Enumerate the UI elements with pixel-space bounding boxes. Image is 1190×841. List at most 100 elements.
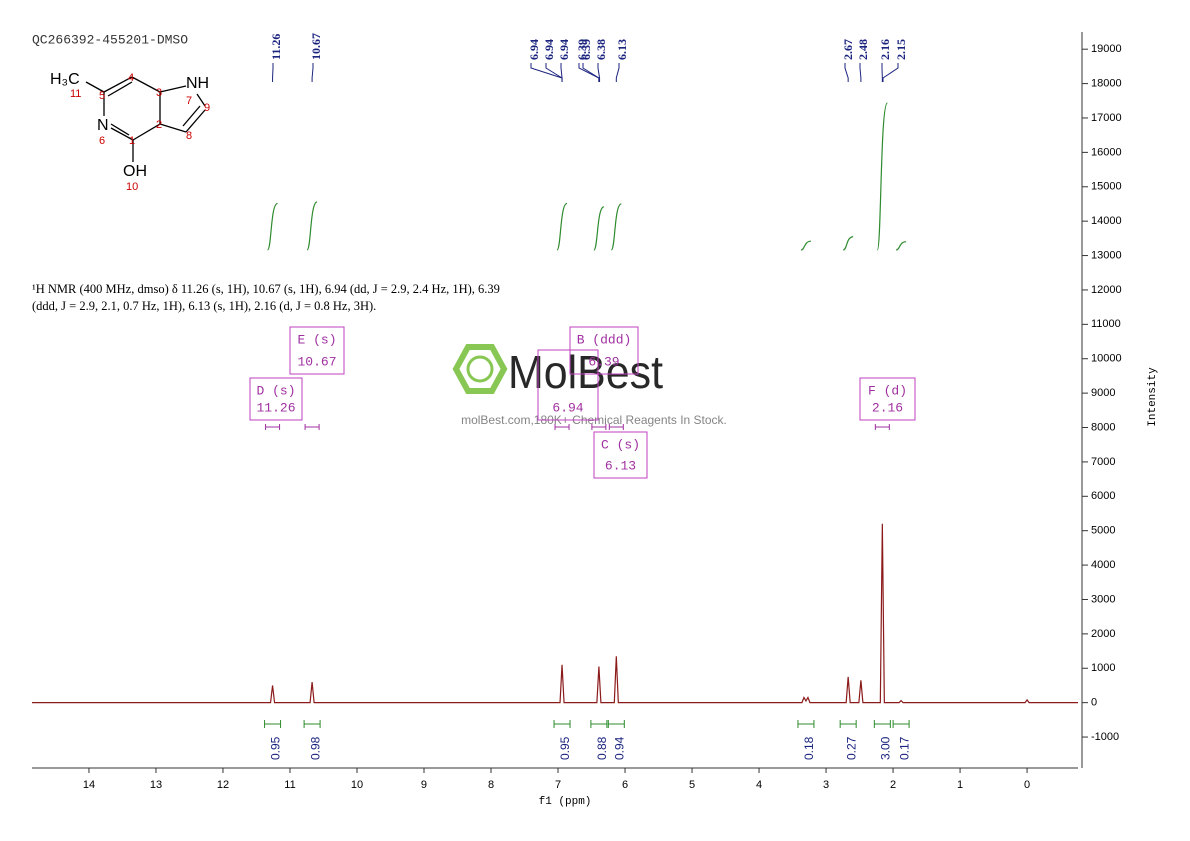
integral-curve — [556, 202, 568, 251]
integral-label: 3.00 — [879, 736, 893, 760]
x-tick-label: 12 — [217, 779, 229, 791]
y-tick-label: 14000 — [1091, 215, 1122, 227]
multiplet-box — [593, 431, 648, 479]
integral-bracket — [264, 720, 282, 728]
integral-label: 0.88 — [595, 736, 609, 760]
y-tick-label: 10000 — [1091, 353, 1122, 365]
peak-label: 2.48 — [856, 39, 870, 60]
integral-bracket — [892, 720, 910, 728]
peak-connector — [859, 63, 862, 82]
multiplet-shift: 2.16 — [872, 400, 903, 415]
peak-label: 2.16 — [878, 39, 892, 60]
multiplet-box — [289, 326, 345, 375]
y-tick-label: 4000 — [1091, 559, 1115, 571]
multiplet-shift: 6.94 — [552, 400, 583, 415]
integral-bracket — [303, 720, 321, 728]
y-tick-label: 15000 — [1091, 181, 1122, 193]
description: (ddd, J = 2.9, 2.1, 0.7 Hz, 1H), 6.13 (s… — [32, 299, 376, 313]
spectrum-line — [32, 523, 1078, 704]
multiplet-range — [591, 424, 607, 430]
multiplet-box — [569, 326, 639, 375]
multiplet-name: B (ddd) — [577, 332, 632, 347]
peak-connector — [844, 63, 849, 82]
structure — [85, 76, 206, 162]
multiplet-shift: 6.13 — [605, 458, 636, 473]
x-tick-label: 2 — [890, 779, 896, 791]
y-tick-label: 16000 — [1091, 146, 1122, 158]
integral-label: 0.94 — [612, 736, 626, 760]
atom-label: OH — [123, 163, 147, 180]
atom-numbers: 11 5 4 3 7 9 8 2 1 6 10 — [70, 72, 210, 193]
atom-label: H₃C — [50, 71, 80, 88]
y-tick-label: 1000 — [1091, 662, 1115, 674]
integral-bracket — [839, 720, 857, 728]
peak-connector — [615, 63, 620, 82]
watermark-brand: MolBest — [508, 346, 663, 398]
integral-label: 0.98 — [308, 736, 322, 760]
atom-labels: H₃C NH N OH — [50, 71, 209, 180]
y-tick-label: 7000 — [1091, 456, 1115, 468]
multiplet-shift: 10.67 — [297, 354, 336, 369]
multiplet-name: D (s) — [256, 383, 295, 398]
multiplet-box — [859, 377, 916, 421]
peak-label: 11.26 — [269, 34, 283, 60]
y-tick-label: 17000 — [1091, 112, 1122, 124]
atom-label: N — [97, 117, 109, 134]
integral-bracket — [553, 720, 571, 728]
peak-label: 2.67 — [841, 39, 855, 60]
peak-label: 6.94 — [527, 39, 541, 60]
y-tick-label: 0 — [1091, 697, 1097, 709]
peak-connector — [560, 63, 563, 82]
y-tick-label: 11000 — [1091, 318, 1121, 330]
x-tick-label: 8 — [488, 779, 494, 791]
atom-number: 5 — [99, 90, 105, 102]
multiplet-name: C (s) — [601, 437, 640, 452]
y-tick-label: 5000 — [1091, 525, 1115, 537]
peak-label: 6.94 — [557, 39, 571, 60]
peak-label: 6.39 — [579, 39, 593, 60]
x-tick-label: 3 — [823, 779, 829, 791]
y-tick-label: 2000 — [1091, 628, 1115, 640]
integral-bracket — [590, 720, 608, 728]
atom-number: 11 — [70, 88, 81, 100]
atom-number: 2 — [156, 119, 162, 131]
atom-number: 10 — [126, 181, 138, 193]
y-tick-label: -1000 — [1091, 731, 1119, 743]
peak-label: 6.38 — [594, 39, 608, 60]
atom-number: 4 — [128, 72, 134, 84]
y-tick-label: 6000 — [1091, 490, 1115, 502]
integral-curve — [610, 203, 622, 251]
y-tick-label: 19000 — [1091, 43, 1122, 55]
integral-curve — [800, 240, 812, 251]
peak-connector — [545, 63, 563, 82]
integral-curve — [306, 201, 318, 251]
integral-label: 0.17 — [897, 736, 911, 760]
atom-number: 6 — [99, 135, 105, 147]
x-tick-label: 6 — [622, 779, 628, 791]
multiplet-box — [249, 377, 303, 421]
y-tick-label: 3000 — [1091, 593, 1115, 605]
multiplet-range — [874, 424, 890, 430]
integral-label: 0.27 — [844, 736, 858, 760]
peak-connector — [311, 63, 314, 82]
x-tick-label: 1 — [957, 779, 963, 791]
y-axis-label: Intensity — [1147, 367, 1159, 427]
y-tick-label: 8000 — [1091, 421, 1115, 433]
x-tick-label: 14 — [83, 779, 95, 791]
integral-bracket — [873, 720, 891, 728]
peak-label: 6.94 — [542, 39, 556, 60]
multiplet-shift: 6.39 — [588, 354, 619, 369]
atom-number: 3 — [156, 87, 162, 99]
peak-connector — [530, 63, 563, 82]
integral-curve — [876, 102, 888, 251]
y-tick-label: 9000 — [1091, 387, 1115, 399]
integral-curve — [266, 202, 279, 251]
x-tick-label: 0 — [1024, 779, 1030, 791]
integral-label: 0.95 — [558, 736, 572, 760]
peak-connector — [882, 63, 899, 82]
peak-label: 10.67 — [309, 33, 323, 60]
x-tick-label: 13 — [150, 779, 162, 791]
sample-id: QC266392-455201-DMSO — [32, 32, 188, 47]
